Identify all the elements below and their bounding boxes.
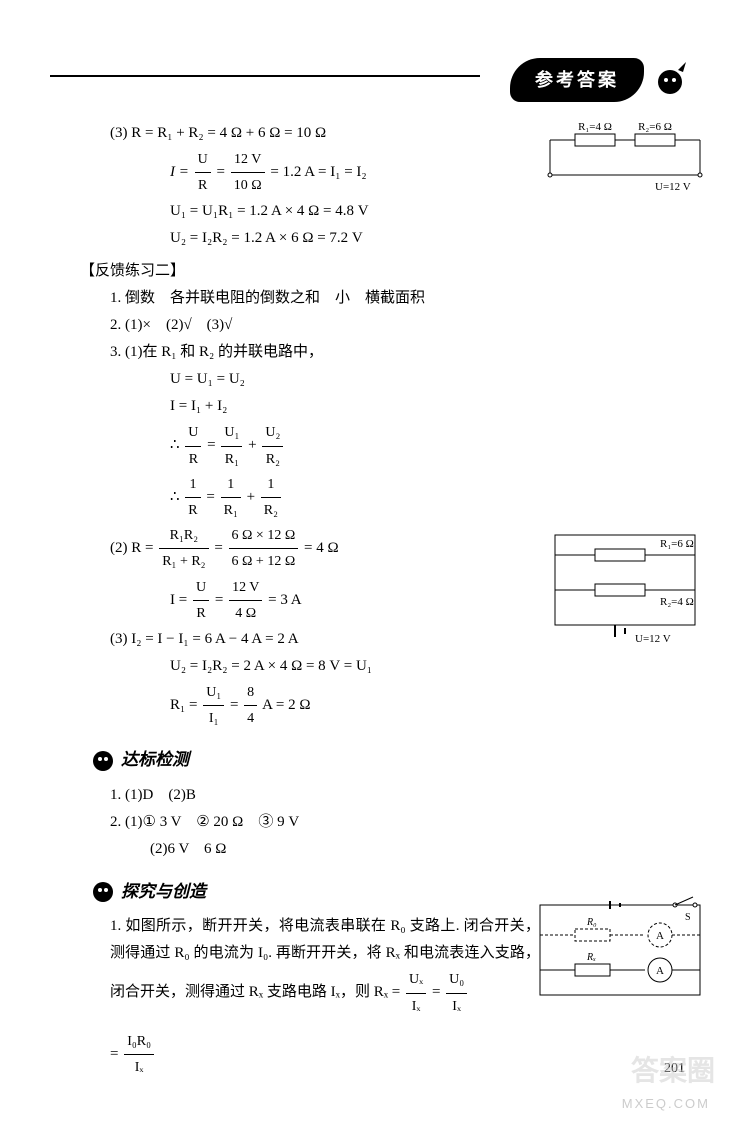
feedback-q3-intro: 3. (1)在 R₁ 和 R₂ 的并联电路中，	[110, 339, 710, 366]
svg-text:R₁=4 Ω: R₁=4 Ω	[578, 121, 612, 133]
banner-icon-2	[90, 879, 116, 905]
banner-icon	[90, 748, 116, 774]
mascot-icon	[650, 60, 690, 100]
watermark-text: 答案圈	[631, 1046, 715, 1096]
dabiao-q2a: 2. (1)① 3 V ② 20 Ω ③ 9 V	[110, 809, 710, 836]
tanjiu-frac3: = I₀R₀Iₓ	[110, 1029, 710, 1080]
circuit-diagram-3: S R₀ A Rₓ A	[535, 895, 705, 1005]
header-title: 参考答案	[510, 58, 644, 102]
feedback-q3-frac2: ∴ 1R = 1R₁ + 1R₂	[170, 472, 710, 523]
feedback-title: 【反馈练习二】	[80, 258, 710, 285]
feedback-q1: 1. 倒数 各并联电阻的倒数之和 小 横截面积	[110, 285, 710, 312]
feedback-q3-frac1: ∴ UR = U₁R₁ + U₂R₂	[170, 420, 710, 471]
dabiao-q1: 1. (1)D (2)B	[110, 782, 710, 809]
feedback-q3-a: U = U₁ = U₂	[170, 366, 710, 393]
svg-text:R₁=6 Ω: R₁=6 Ω	[660, 538, 694, 550]
svg-text:A: A	[656, 965, 664, 977]
feedback-q2: 2. (1)× (2)√ (3)√	[110, 312, 710, 339]
sol3-line2: U₁ = U₁R₁ = 1.2 A × 4 Ω = 4.8 V	[170, 198, 710, 225]
feedback-q3-b: I = I₁ + I₂	[170, 393, 710, 420]
svg-text:Rₓ: Rₓ	[586, 952, 596, 963]
svg-text:S: S	[685, 912, 691, 923]
dabiao-title: 达标检测	[121, 745, 189, 776]
svg-text:R₂=4 Ω: R₂=4 Ω	[660, 596, 694, 608]
dabiao-banner: 达标检测	[90, 745, 710, 776]
svg-text:U=12 V: U=12 V	[655, 181, 691, 193]
svg-text:A: A	[656, 930, 664, 942]
circuit-diagram-1: R₁=4 Ω R₂=6 Ω U=12 V	[545, 120, 705, 195]
svg-text:R₀: R₀	[586, 917, 597, 928]
watermark-url: MXEQ.COM	[622, 1092, 710, 1115]
header-rule	[50, 75, 480, 77]
tanjiu-body: 1. 如图所示，断开开关，将电流表串联在 R₀ 支路上. 闭合开关，测得通过 R…	[110, 913, 540, 1018]
svg-text:U=12 V: U=12 V	[635, 633, 671, 645]
tanjiu-title: 探究与创造	[121, 877, 206, 908]
sol3-line3: U₂ = I₂R₂ = 1.2 A × 6 Ω = 7.2 V	[170, 225, 710, 252]
dabiao-q2b: (2)6 V 6 Ω	[150, 836, 710, 863]
page-container: 参考答案 (3) R = R₁ + R₂ = 4 Ω + 6 Ω = 10 Ω …	[0, 0, 750, 1121]
feedback-q3-3b: U₂ = I₂R₂ = 2 A × 4 Ω = 8 V = U₁	[170, 653, 710, 680]
svg-text:R₂=6 Ω: R₂=6 Ω	[638, 121, 672, 133]
circuit-diagram-2: R₁=6 Ω R₂=4 Ω U=12 V	[545, 525, 705, 655]
feedback-q3-3c: R₁ = U₁I₁ = 84 A = 2 Ω	[170, 680, 710, 731]
header-badge: 参考答案	[510, 58, 690, 102]
